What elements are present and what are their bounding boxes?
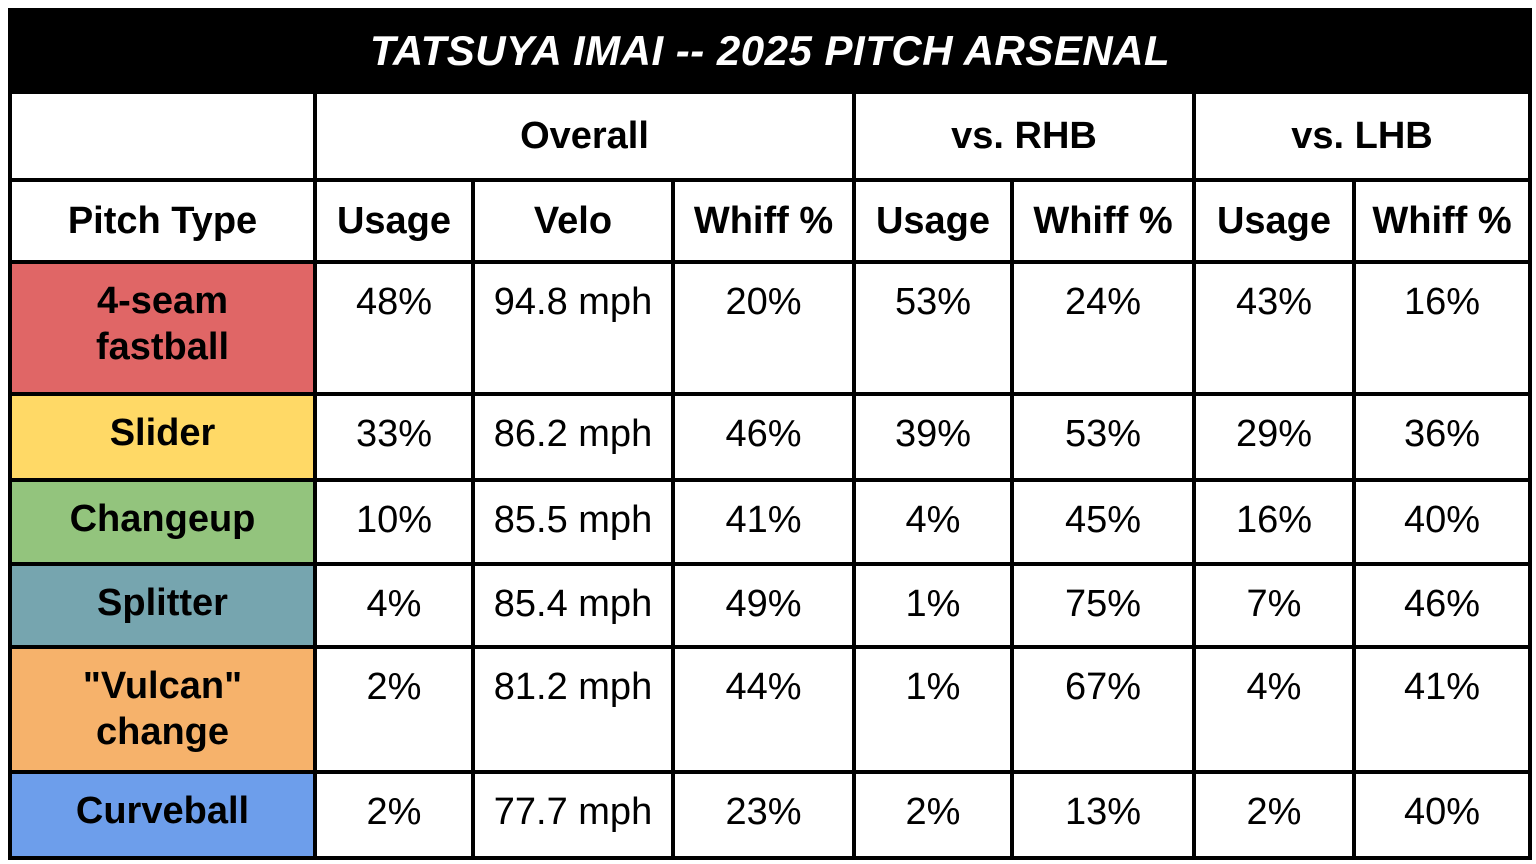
table-row: "Vulcan" change 2% 81.2 mph 44% 1% 67% 4… <box>8 645 1533 774</box>
column-header-pitch-type: Pitch Type <box>8 178 317 264</box>
stat-cell: 16% <box>1192 478 1356 566</box>
pitch-name-cell: Slider <box>8 392 317 482</box>
corner-cell <box>8 90 317 182</box>
stat-cell: 53% <box>1010 392 1196 482</box>
table-row: Slider 33% 86.2 mph 46% 39% 53% 29% 36% <box>8 392 1533 482</box>
stat-cell: 46% <box>1351 562 1533 649</box>
group-header-overall: Overall <box>313 90 856 182</box>
pitch-name-cell: Splitter <box>8 562 317 649</box>
table-title: TATSUYA IMAI -- 2025 PITCH ARSENAL <box>7 8 1533 94</box>
stat-cell: 24% <box>1010 260 1196 396</box>
pitch-name-cell: "Vulcan" change <box>8 645 317 774</box>
stat-cell: 94.8 mph <box>471 260 675 396</box>
stat-cell: 16% <box>1351 260 1533 396</box>
stat-cell: 75% <box>1010 562 1196 649</box>
stat-cell: 2% <box>313 645 475 774</box>
stat-cell: 43% <box>1192 260 1356 396</box>
stat-cell: 86.2 mph <box>471 392 675 482</box>
group-header-lhb: vs. LHB <box>1191 90 1533 182</box>
stat-cell: 10% <box>313 478 475 566</box>
table-row: Changeup 10% 85.5 mph 41% 4% 45% 16% 40% <box>8 478 1533 566</box>
column-header-lhb-whiff: Whiff % <box>1351 178 1533 264</box>
column-header-rhb-usage: Usage <box>852 178 1014 264</box>
stat-cell: 33% <box>313 392 475 482</box>
stat-cell: 45% <box>1010 478 1196 566</box>
stat-cell: 2% <box>852 770 1014 860</box>
pitch-name-cell: 4-seam fastball <box>8 260 317 396</box>
stat-cell: 1% <box>852 562 1014 649</box>
stat-cell: 41% <box>671 478 856 566</box>
stat-cell: 7% <box>1192 562 1356 649</box>
stat-cell: 77.7 mph <box>471 770 675 860</box>
stat-cell: 4% <box>313 562 475 649</box>
stat-cell: 29% <box>1192 392 1356 482</box>
stat-cell: 41% <box>1351 645 1533 774</box>
stat-cell: 46% <box>671 392 856 482</box>
group-header-row: Overall vs. RHB vs. LHB <box>8 90 1533 182</box>
stat-cell: 40% <box>1351 770 1533 860</box>
title-row: TATSUYA IMAI -- 2025 PITCH ARSENAL <box>7 8 1533 94</box>
stat-cell: 2% <box>1192 770 1356 860</box>
column-header-overall-velo: Velo <box>471 178 675 264</box>
pitch-arsenal-table: TATSUYA IMAI -- 2025 PITCH ARSENAL Overa… <box>7 8 1533 860</box>
stat-cell: 13% <box>1010 770 1196 860</box>
stat-cell: 53% <box>852 260 1014 396</box>
stat-cell: 23% <box>671 770 856 860</box>
stat-cell: 1% <box>852 645 1014 774</box>
stat-cell: 4% <box>852 478 1014 566</box>
stat-cell: 44% <box>671 645 856 774</box>
column-header-rhb-whiff: Whiff % <box>1010 178 1196 264</box>
stat-cell: 40% <box>1351 478 1533 566</box>
stat-cell: 85.4 mph <box>471 562 675 649</box>
table-row: Splitter 4% 85.4 mph 49% 1% 75% 7% 46% <box>8 562 1533 649</box>
stat-cell: 85.5 mph <box>471 478 675 566</box>
stat-cell: 67% <box>1010 645 1196 774</box>
stat-cell: 48% <box>313 260 475 396</box>
stat-cell: 4% <box>1192 645 1356 774</box>
column-header-overall-usage: Usage <box>313 178 475 264</box>
stat-cell: 36% <box>1351 392 1533 482</box>
stat-cell: 81.2 mph <box>471 645 675 774</box>
stat-cell: 49% <box>671 562 856 649</box>
pitch-name-cell: Changeup <box>8 478 317 566</box>
stat-cell: 20% <box>671 260 856 396</box>
pitch-name-cell: Curveball <box>8 770 317 860</box>
group-header-rhb: vs. RHB <box>852 90 1196 182</box>
table-row: Curveball 2% 77.7 mph 23% 2% 13% 2% 40% <box>8 770 1533 860</box>
column-header-lhb-usage: Usage <box>1192 178 1356 264</box>
column-header-row: Pitch Type Usage Velo Whiff % Usage Whif… <box>8 178 1533 264</box>
table-row: 4-seam fastball 48% 94.8 mph 20% 53% 24%… <box>8 260 1533 396</box>
stat-cell: 2% <box>313 770 475 860</box>
column-header-overall-whiff: Whiff % <box>671 178 856 264</box>
stat-cell: 39% <box>852 392 1014 482</box>
